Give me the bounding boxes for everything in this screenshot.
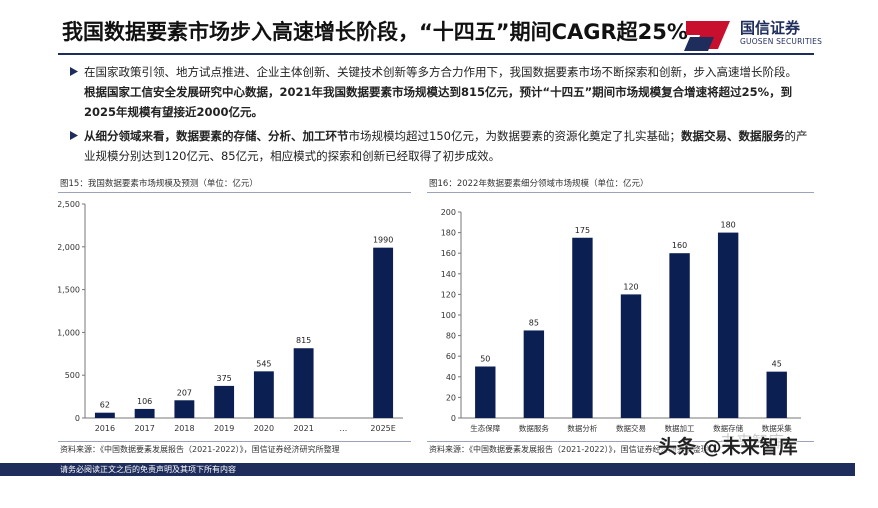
market-size-bar (174, 400, 195, 418)
triangle-bullet-icon (70, 131, 78, 140)
market-size-y-tick-label: 2,000 (58, 243, 80, 252)
segment-size-x-tick-label: 数据加工 (665, 423, 695, 433)
guosen-logo-icon (684, 21, 730, 51)
market-size-bar-chart: 0 500 1,000 1,500 2,000 2,500 62 2016 106 2017 207… (58, 200, 403, 433)
figure-15-caption: 图15：我国数据要素市场规模及预测（单位：亿元） (60, 179, 258, 189)
footer-disclaimer: 请务必阅读正文之后的免责声明及其项下所有内容 (60, 465, 236, 474)
segment-size-bar (620, 294, 642, 418)
segment-size-bar (766, 371, 787, 418)
market-size-x-tick-label: 2025E (370, 424, 395, 433)
page-title: 我国数据要素市场步入高速增长阶段，“十四五”期间CAGR超25% (62, 20, 688, 44)
market-size-bar (134, 408, 155, 418)
bullet-item-1: 在国家政策引领、地方试点推进、企业主体创新、关键技术创新等多方合力作用下，我国数… (60, 62, 808, 122)
watermark-faint: 未来智库 (720, 432, 785, 451)
bullet-item-2: 从细分领域来看，数据要素的存储、分析、加工环节市场规模均超过150亿元，为数据要… (60, 126, 808, 166)
figure-15-frame (58, 192, 411, 442)
segment-size-y-tick-label: 120 (441, 290, 456, 299)
bullet-2-bold-text-b: 数据交易、数据服务 (680, 129, 785, 143)
market-size-x-tick-label: … (339, 424, 347, 433)
market-size-data-label: 545 (256, 359, 271, 368)
market-size-y-tick-label: 1,500 (58, 286, 80, 295)
logo-name: 国信证券 (740, 19, 801, 37)
market-size-data-label: 815 (296, 336, 311, 345)
footer-bar (0, 463, 855, 476)
segment-size-y-tick-label: 60 (446, 352, 456, 361)
segment-size-bar (523, 330, 545, 418)
segment-size-x-tick-label: 数据存储 (713, 423, 743, 433)
market-size-x-tick-label: 2016 (95, 424, 115, 433)
market-size-data-label: 1990 (373, 236, 393, 245)
segment-size-bar (475, 366, 496, 418)
market-size-data-label: 207 (177, 388, 192, 397)
segment-size-y-tick-label: 80 (446, 332, 456, 341)
segment-size-bar (572, 237, 593, 418)
figure-16-frame (427, 192, 814, 442)
market-size-bar (94, 412, 115, 418)
segment-size-data-label: 50 (480, 355, 490, 364)
segment-size-data-label: 175 (575, 226, 590, 235)
market-size-x-tick-label: 2018 (174, 424, 194, 433)
bullet-2-text-a: 市场规模均超过150亿元，为数据要素的资源化奠定了扎实基础； (348, 129, 681, 143)
market-size-y-tick-label: 500 (65, 371, 80, 380)
bullet-list: 在国家政策引领、地方试点推进、企业主体创新、关键技术创新等多方合力作用下，我国数… (60, 62, 808, 170)
segment-size-x-tick-label: 生态保障 (470, 423, 500, 433)
bullet-1-bold-text: 根据国家工信安全发展研究中心数据，2021年我国数据要素市场规模达到815亿元，… (84, 85, 793, 119)
figure-16-caption: 图16：2022年数据要素细分领域市场规模（单位：亿元） (429, 179, 649, 189)
market-size-data-label: 375 (216, 374, 231, 383)
market-size-bar (253, 371, 274, 418)
figure-15-source: 资料来源：《中国数据要素发展报告（2021-2022）》，国信证券经济研究所整理 (60, 445, 340, 454)
segment-size-data-label: 160 (672, 241, 687, 250)
segment-size-data-label: 45 (772, 360, 782, 369)
market-size-x-tick-label: 2021 (293, 424, 313, 433)
market-size-y-tick-label: 0 (75, 414, 80, 423)
market-size-bar (214, 385, 235, 418)
market-size-bar (373, 247, 394, 418)
segment-size-y-tick-label: 0 (451, 414, 456, 423)
segment-size-y-tick-label: 140 (441, 270, 456, 279)
market-size-y-tick-label: 2,500 (58, 200, 80, 209)
watermark: 头条 @未来智库 (658, 436, 798, 458)
segment-size-bar-chart: 0 20 40 60 80 100 120 140 160 180 200 50 生态保障 85 数据服务 1… (441, 208, 801, 433)
market-size-data-label: 62 (100, 401, 110, 410)
segment-size-x-tick-label: 数据服务 (519, 423, 549, 433)
market-size-data-label: 106 (137, 397, 152, 406)
segment-size-y-tick-label: 40 (446, 373, 456, 382)
market-size-x-tick-label: 2020 (254, 424, 274, 433)
segment-size-x-tick-label: 数据分析 (567, 423, 597, 433)
segment-size-y-tick-label: 200 (441, 208, 456, 217)
segment-size-bar (669, 253, 690, 418)
figure-16-source: 资料来源：《中国数据要素发展报告（2021-2022）》，国信证券经济研究所整理 (429, 445, 709, 454)
segment-size-x-tick-label: 数据采集 (762, 423, 792, 433)
logo-subtitle: GUOSEN SECURITIES (740, 37, 823, 46)
triangle-bullet-icon (70, 67, 78, 76)
segment-size-data-label: 85 (529, 318, 539, 327)
segment-size-x-tick-label: 数据交易 (616, 423, 646, 433)
bullet-2-bold-text-a: 从细分领域来看，数据要素的存储、分析、加工环节 (84, 129, 349, 143)
segment-size-y-tick-label: 20 (446, 393, 456, 402)
segment-size-y-tick-label: 180 (441, 229, 456, 238)
segment-size-data-label: 180 (721, 221, 736, 230)
bullet-2-text-b: 的产业规模分别达到120亿元、85亿元，相应模式的探索和创新已经取得了初步成效。 (84, 129, 808, 163)
market-size-bar (293, 348, 314, 418)
segment-size-y-tick-label: 160 (441, 249, 456, 258)
market-size-x-tick-label: 2017 (134, 424, 154, 433)
segment-size-bar (717, 232, 739, 418)
segment-size-data-label: 120 (623, 282, 638, 291)
market-size-x-tick-label: 2019 (214, 424, 234, 433)
segment-size-y-tick-label: 100 (441, 311, 456, 320)
market-size-y-tick-label: 1,000 (58, 328, 80, 337)
title-divider (58, 53, 814, 55)
bullet-1-text: 在国家政策引领、地方试点推进、企业主体创新、关键技术创新等多方合力作用下，我国数… (84, 65, 797, 79)
